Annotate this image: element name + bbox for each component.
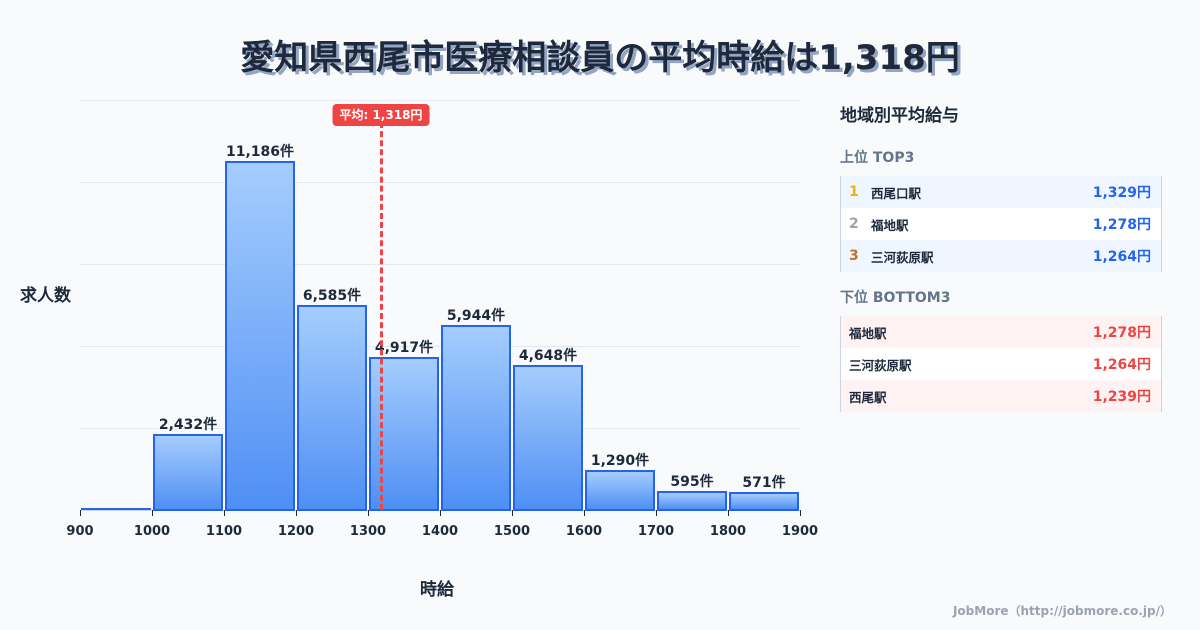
average-wage: 1,329円: [1092, 185, 1151, 201]
x-tick-label: 1800: [709, 524, 747, 539]
x-axis-label: 時給: [420, 580, 454, 600]
bar-value-label: 2,432件: [158, 417, 218, 434]
bottom3-title: 下位 BOTTOM3: [840, 290, 951, 306]
page-title: 愛知県西尾市医療相談員の平均時給は1,318円: [240, 38, 960, 78]
histogram-bar: [225, 160, 295, 511]
x-tick-label: 1000: [133, 524, 171, 539]
x-tick-label: 1600: [565, 524, 603, 539]
station-name: 西尾口駅: [871, 185, 922, 201]
list-item: 福地駅 1,278円: [841, 316, 1161, 348]
rank-number: 1: [849, 184, 859, 200]
histogram-bar: [729, 492, 799, 511]
rank-number: 2: [849, 216, 859, 232]
bar-value-label: 4,917件: [374, 339, 434, 356]
bar-value-label: 595件: [670, 474, 714, 491]
histogram-bar: [441, 324, 511, 511]
bar-value-label: 4,648件: [518, 347, 578, 364]
average-wage: 1,278円: [1092, 325, 1151, 341]
x-tick: [296, 510, 297, 516]
histogram-bar: [297, 304, 367, 511]
average-wage: 1,278円: [1092, 217, 1151, 233]
histogram-bar: [585, 469, 655, 511]
histogram-bar: [153, 434, 223, 511]
list-item: 3 三河荻原駅 1,264円: [841, 240, 1161, 272]
gridline: [80, 346, 800, 347]
bar-value-label: 1,290件: [590, 452, 650, 469]
bar-value-label: 11,186件: [225, 143, 295, 160]
top3-list: 1 西尾口駅 1,329円 2 福地駅 1,278円 3 三河荻原駅 1,264…: [840, 176, 1162, 272]
bar-value-label: 6,585件: [302, 287, 362, 304]
gridline: [80, 428, 800, 429]
x-tick-label: 1500: [493, 524, 531, 539]
x-tick: [368, 510, 369, 516]
x-tick: [80, 510, 81, 516]
gridline: [80, 182, 800, 183]
rank-number: 3: [849, 248, 859, 264]
station-name: 福地駅: [849, 325, 887, 341]
average-wage: 1,239円: [1092, 389, 1151, 405]
footer-credit: JobMore（http://jobmore.co.jp/）: [952, 604, 1172, 618]
regional-salary-panel: 地域別平均給与 上位 TOP3 1 西尾口駅 1,329円 2 福地駅 1,27…: [840, 100, 1162, 412]
station-name: 三河荻原駅: [849, 357, 912, 373]
x-tick-label: 1100: [205, 524, 243, 539]
x-tick-label: 1300: [349, 524, 387, 539]
x-tick: [728, 510, 729, 516]
histogram-chart: 求人数 時給 2,432件 11,186件 6,585件 4,917件 5,944件 4,…: [20, 100, 818, 600]
bottom3-list: 福地駅 1,278円 三河荻原駅 1,264円 西尾駅 1,239円: [840, 316, 1162, 412]
gridline: [80, 264, 800, 265]
list-item: 2 福地駅 1,278円: [841, 208, 1161, 240]
bar-value-label: 571件: [742, 475, 786, 492]
station-name: 三河荻原駅: [871, 249, 934, 265]
histogram-bar: [657, 491, 727, 511]
panel-title: 地域別平均給与: [840, 106, 959, 126]
x-tick: [224, 510, 225, 516]
x-tick-label: 1400: [421, 524, 459, 539]
station-name: 西尾駅: [849, 389, 887, 405]
histogram-bar: [513, 364, 583, 511]
list-item: 三河荻原駅 1,264円: [841, 348, 1161, 380]
list-item: 1 西尾口駅 1,329円: [841, 176, 1161, 208]
average-wage: 1,264円: [1092, 249, 1151, 265]
x-tick: [656, 510, 657, 516]
gridline: [80, 100, 800, 101]
x-tick-label: 1200: [277, 524, 315, 539]
top3-title: 上位 TOP3: [840, 150, 915, 166]
x-tick: [512, 510, 513, 516]
bar-value-label: 5,944件: [446, 307, 506, 324]
list-item: 西尾駅 1,239円: [841, 380, 1161, 412]
x-tick-label: 1700: [637, 524, 675, 539]
average-badge: 平均: 1,318円: [332, 104, 430, 126]
histogram-bar: [81, 508, 151, 511]
x-tick-label: 1900: [781, 524, 819, 539]
y-axis-label: 求人数: [20, 286, 71, 306]
average-wage: 1,264円: [1092, 357, 1151, 373]
x-tick: [800, 510, 801, 516]
x-tick: [440, 510, 441, 516]
x-tick-label: 900: [66, 524, 94, 539]
station-name: 福地駅: [871, 217, 909, 233]
x-tick: [584, 510, 585, 516]
x-tick: [152, 510, 153, 516]
average-line: [379, 122, 383, 510]
